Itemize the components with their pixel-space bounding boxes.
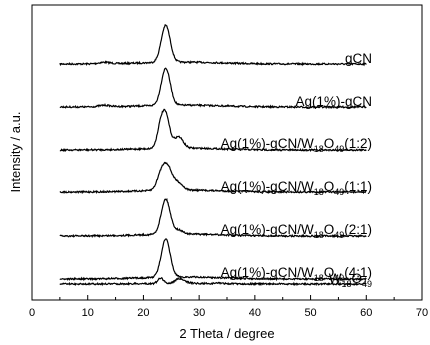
- series-traces: [59, 24, 367, 287]
- series-label-4: Ag(1%)-gCN/W18O49(1:1): [221, 179, 372, 197]
- x-tick-label: 60: [360, 307, 372, 319]
- x-tick-label: 20: [137, 307, 149, 319]
- x-axis-ticks: 0 10 20 30 40 50 60 70: [29, 295, 428, 319]
- series-label-subscript: 18: [314, 273, 324, 283]
- series-line-3: [59, 108, 367, 153]
- series-line-4: [59, 161, 367, 195]
- series-label-7: W18O49: [329, 271, 372, 289]
- x-tick-label: 50: [304, 307, 316, 319]
- series-label-text: (4:1): [344, 265, 372, 280]
- series-label-text: W: [329, 271, 342, 286]
- x-tick-label: 70: [416, 307, 428, 319]
- series-label-subscript: 49: [334, 144, 344, 154]
- series-line-1: [59, 24, 367, 67]
- series-label-text: Ag(1%)-gCN/W: [221, 179, 314, 194]
- series-label-subscript: 18: [341, 279, 351, 289]
- series-label-5: Ag(1%)-gCN/W18O49(2:1): [221, 222, 372, 240]
- series-labels: gCNAg(1%)-gCNAg(1%)-gCN/W18O49(1:2)Ag(1%…: [221, 51, 372, 289]
- y-axis-label: Intensity / a.u.: [8, 112, 23, 193]
- series-line-6: [59, 238, 367, 282]
- series-label-subscript: 49: [334, 230, 344, 240]
- series-label-text: O: [351, 271, 362, 286]
- series-label-subscript: 18: [314, 187, 324, 197]
- series-label-text: gCN: [345, 51, 372, 66]
- x-tick-label: 40: [249, 307, 261, 319]
- series-label-subscript: 49: [362, 279, 372, 289]
- series-line-5: [59, 197, 367, 239]
- series-label-text: Ag(1%)-gCN: [295, 94, 372, 109]
- series-label-text: Ag(1%)-gCN/W: [221, 136, 314, 151]
- series-label-subscript: 18: [314, 144, 324, 154]
- series-label-1: gCN: [345, 51, 372, 66]
- x-tick-label: 10: [82, 307, 94, 319]
- x-tick-label: 30: [193, 307, 205, 319]
- series-label-text: O: [324, 265, 335, 280]
- series-label-text: (2:1): [344, 222, 372, 237]
- x-tick-label: 0: [29, 307, 35, 319]
- series-label-3: Ag(1%)-gCN/W18O49(1:2): [221, 136, 372, 154]
- series-line-2: [59, 67, 367, 110]
- series-label-subscript: 49: [334, 187, 344, 197]
- series-label-text: (1:1): [344, 179, 372, 194]
- series-label-text: Ag(1%)-gCN/W: [221, 222, 314, 237]
- series-label-text: O: [324, 179, 335, 194]
- series-line-7: [59, 276, 367, 287]
- series-label-text: O: [324, 136, 335, 151]
- series-label-subscript: 18: [314, 230, 324, 240]
- series-label-text: (1:2): [344, 136, 372, 151]
- series-label-text: Ag(1%)-gCN/W: [221, 265, 314, 280]
- series-label-subscript: 49: [334, 273, 344, 283]
- series-label-2: Ag(1%)-gCN: [295, 94, 372, 109]
- series-label-text: O: [324, 222, 335, 237]
- series-label-6: Ag(1%)-gCN/W18O49(4:1): [221, 265, 372, 283]
- plot-frame: [31, 4, 423, 301]
- x-axis-label: 2 Theta / degree: [179, 326, 274, 341]
